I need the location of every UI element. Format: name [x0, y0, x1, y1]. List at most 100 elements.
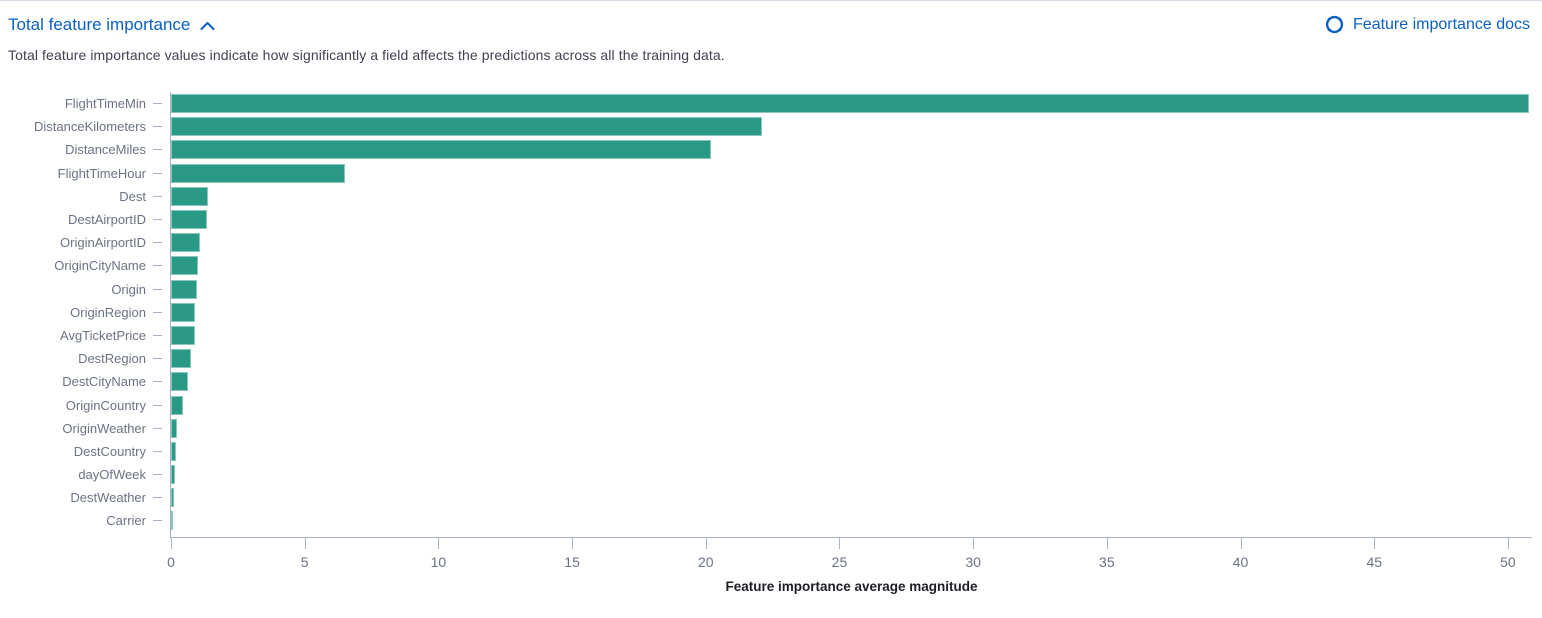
panel-description: Total feature importance values indicate… [8, 47, 725, 63]
y-axis-bottom-pad [170, 532, 1532, 537]
bar-Origin[interactable] [171, 279, 198, 299]
y-tick-mark [153, 358, 162, 360]
bar-Carrier[interactable] [171, 511, 173, 531]
x-tick [839, 537, 841, 549]
chart-row: FlightTimeMin [8, 92, 1532, 116]
y-tick-mark [153, 265, 162, 267]
y-axis-label: FlightTimeMin [64, 96, 146, 112]
x-tick [1374, 537, 1376, 549]
x-axis-title: Feature importance average magnitude [725, 578, 978, 594]
total-feature-importance-panel: Total feature importance [0, 1, 1542, 594]
bar-track [170, 300, 1532, 324]
x-tick [705, 537, 707, 549]
x-tick-label: 25 [831, 553, 848, 570]
x-tick-label: 35 [1099, 553, 1115, 570]
chart-rows: FlightTimeMin DistanceKilometers DistanceM… [8, 92, 1532, 533]
y-axis-label: Dest [119, 188, 146, 204]
bar-track [170, 416, 1532, 440]
y-tick-mark [153, 334, 162, 336]
y-tick-mark [153, 172, 162, 174]
bar-track [170, 347, 1532, 371]
bar-dayOfWeek[interactable] [171, 465, 175, 485]
y-axis-label: AvgTicketPrice [60, 327, 146, 343]
y-tick-mark [153, 520, 162, 522]
bar-track [170, 231, 1532, 255]
x-tick-label: 50 [1500, 553, 1516, 570]
bar-track [170, 115, 1532, 139]
bar-track [170, 393, 1532, 417]
bar-track [170, 370, 1532, 394]
bar-DistanceKilometers[interactable] [171, 117, 762, 137]
y-axis-label: DestRegion [78, 351, 146, 367]
bar-Dest[interactable] [171, 186, 209, 206]
bar-DestWeather[interactable] [171, 488, 175, 508]
bar-track [170, 486, 1532, 510]
x-axis-line [170, 536, 1532, 538]
bar-DestCountry[interactable] [171, 441, 177, 461]
x-tick-label: 30 [965, 553, 981, 570]
chart-row: DistanceMiles [8, 138, 1532, 162]
bar-DistanceMiles[interactable] [171, 140, 712, 160]
bar-DestRegion[interactable] [171, 349, 192, 369]
y-axis-label: FlightTimeHour [57, 165, 146, 181]
chart-row: DestRegion [8, 347, 1532, 371]
chart-row: DestCountry [8, 439, 1532, 463]
x-tick [438, 537, 440, 549]
panel-title: Total feature importance [8, 14, 191, 34]
chart-row: OriginWeather [8, 416, 1532, 440]
bar-AvgTicketPrice[interactable] [171, 325, 195, 345]
feature-importance-docs-link[interactable]: Feature importance docs [1324, 14, 1532, 35]
y-tick-mark [153, 450, 162, 452]
y-tick-mark [153, 404, 162, 406]
bar-DestCityName[interactable] [171, 372, 189, 392]
x-tick [1507, 537, 1509, 549]
chart-row: OriginAirportID [8, 231, 1532, 255]
bar-track [170, 161, 1532, 185]
docs-link-label: Feature importance docs [1353, 15, 1530, 33]
bar-track [170, 184, 1532, 208]
bar-FlightTimeMin[interactable] [171, 94, 1530, 114]
y-axis-label: OriginAirportID [60, 235, 146, 251]
bar-track [170, 92, 1532, 116]
x-tick-label: 15 [564, 553, 580, 570]
bar-OriginWeather[interactable] [171, 418, 178, 438]
x-tick [973, 537, 975, 549]
chart-row: Carrier [8, 509, 1532, 533]
chart-row: OriginRegion [8, 300, 1532, 324]
chart-row: DestWeather [8, 486, 1532, 510]
y-tick-mark [153, 427, 162, 429]
panel-header: Total feature importance [8, 1, 1532, 35]
bar-track [170, 207, 1532, 232]
chart-row: DistanceKilometers [8, 115, 1532, 139]
y-axis-label: dayOfWeek [78, 467, 146, 483]
x-tick-label: 5 [300, 553, 309, 570]
bar-track [170, 277, 1532, 301]
y-axis-label: DestWeather [70, 490, 146, 506]
chart-row: OriginCountry [8, 393, 1532, 417]
chart-row: OriginCityName [8, 254, 1532, 278]
y-axis-label: DestCityName [62, 374, 146, 390]
bar-DestAirportID[interactable] [171, 210, 208, 230]
x-tick [1106, 537, 1108, 549]
y-axis-label: DestAirportID [67, 212, 146, 228]
bar-OriginCityName[interactable] [171, 256, 198, 276]
y-tick-mark [153, 149, 162, 151]
bar-track [170, 323, 1532, 348]
y-axis-label: OriginRegion [70, 304, 146, 320]
total-feature-importance-accordion-toggle[interactable]: Total feature importance [8, 15, 215, 35]
y-axis-label: Carrier [106, 513, 146, 529]
feature-importance-chart: FlightTimeMin DistanceKilometers DistanceM… [8, 92, 1532, 594]
bar-FlightTimeHour[interactable] [171, 163, 345, 183]
y-axis-label: DistanceKilometers [34, 119, 146, 135]
y-axis-label: OriginCityName [54, 258, 146, 274]
bar-OriginRegion[interactable] [171, 302, 196, 322]
y-tick-mark [153, 103, 162, 105]
x-tick [1240, 537, 1242, 549]
x-tick-label: 10 [430, 553, 447, 570]
bar-OriginAirportID[interactable] [171, 233, 201, 253]
bar-OriginCountry[interactable] [171, 395, 184, 415]
help-life-ring-icon [1324, 14, 1345, 35]
x-axis-tick-labels: 0 5 10 15 20 25 30 35 40 45 50 [167, 553, 1532, 571]
y-axis-label: OriginCountry [65, 397, 146, 413]
chart-row: DestCityName [8, 370, 1532, 394]
